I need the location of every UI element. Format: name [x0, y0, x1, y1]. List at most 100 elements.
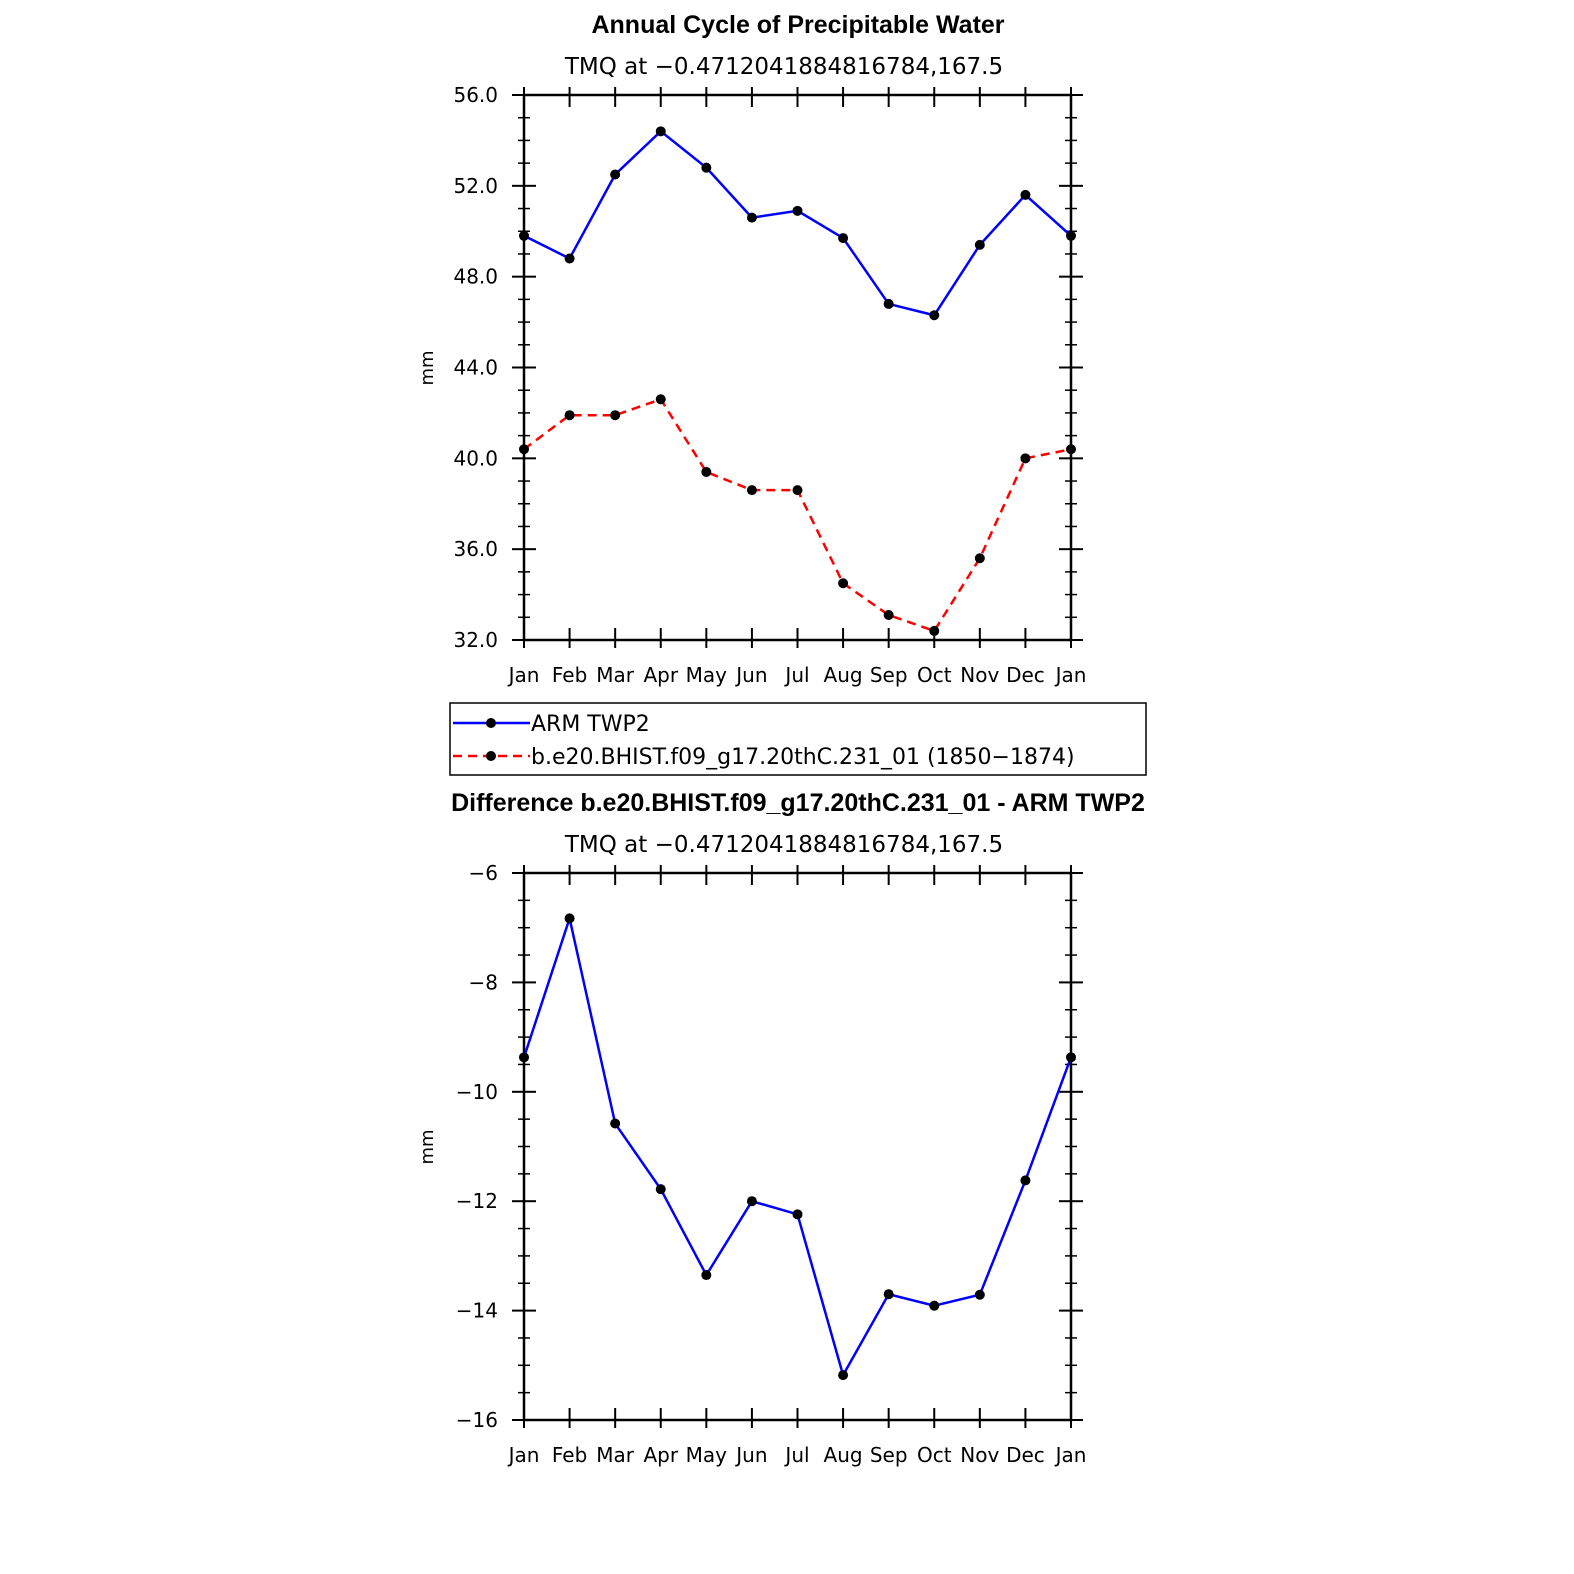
series-line-0 — [522, 913, 1073, 1379]
data-point — [1066, 444, 1076, 455]
y-tick-label: −16 — [456, 1408, 498, 1432]
data-point — [564, 410, 575, 421]
plot-frame — [522, 93, 1073, 642]
data-point — [701, 162, 712, 173]
y-axis-label: mm — [417, 350, 438, 385]
data-point — [701, 466, 712, 477]
data-point — [974, 239, 985, 250]
data-point — [792, 1209, 803, 1220]
y-tick-label: 36.0 — [453, 537, 498, 561]
series-line-0 — [523, 129, 1072, 317]
x-tick-label: Jan — [1054, 1443, 1087, 1467]
data-point — [746, 1196, 757, 1207]
data-point — [1020, 453, 1031, 464]
legend-marker-arm — [486, 718, 496, 728]
plot-area: Jan Feb Mar Apr May Jun Jul Aug Sep Oct Nov Dec Jan−… — [456, 861, 1087, 1467]
x-tick-label: Apr — [643, 663, 678, 687]
data-point — [883, 1289, 894, 1300]
annual-cycle-chart: Annual Cycle of Precipitable Water TMQ a… — [417, 11, 1086, 687]
data-point — [929, 1300, 940, 1311]
data-point — [519, 444, 529, 455]
data-point — [746, 485, 757, 496]
data-point — [974, 553, 985, 564]
x-tick-label: Jan — [1054, 663, 1087, 687]
x-tick-label: Dec — [1006, 663, 1045, 687]
x-tick-label: Nov — [960, 1443, 999, 1467]
y-tick-label: −14 — [456, 1299, 498, 1323]
data-point — [519, 230, 529, 241]
x-tick-label: Feb — [552, 1443, 587, 1467]
x-tick-label: Nov — [960, 663, 999, 687]
y-tick-label: 44.0 — [453, 356, 498, 380]
x-tick-label: Mar — [596, 1443, 635, 1467]
x-tick-label: Oct — [917, 663, 952, 687]
x-tick-label: Feb — [552, 663, 587, 687]
x-tick-label: May — [686, 1443, 728, 1467]
legend-box — [449, 702, 1147, 776]
data-point — [838, 1370, 849, 1381]
data-point — [1066, 230, 1076, 241]
plot-frame — [522, 871, 1073, 1422]
x-tick-label: Jan — [507, 663, 540, 687]
data-point — [564, 913, 575, 924]
data-point — [929, 625, 940, 636]
data-point — [519, 1052, 529, 1063]
y-tick-label: −12 — [456, 1189, 498, 1213]
chart-subtitle: TMQ at −0.4712041884816784,167.5 — [564, 54, 1003, 80]
x-tick-label: Jun — [734, 1443, 767, 1467]
x-tick-label: Jul — [783, 663, 809, 687]
y-tick-label: −6 — [469, 861, 498, 885]
data-point — [655, 1184, 666, 1195]
x-tick-label: Oct — [917, 1443, 952, 1467]
difference-chart: Difference b.e20.BHIST.f09_g17.20thC.231… — [417, 789, 1145, 1467]
y-tick-label: −8 — [469, 970, 498, 994]
data-point — [746, 212, 757, 223]
legend-entry-arm: ARM TWP2 — [531, 712, 650, 737]
series-line-1 — [523, 397, 1072, 633]
x-tick-label: Jun — [734, 663, 767, 687]
data-point — [838, 578, 849, 589]
data-point — [792, 485, 803, 496]
data-point — [610, 1118, 621, 1129]
legend-entry-model: b.e20.BHIST.f09_g17.20thC.231_01 (1850−1… — [531, 745, 1075, 770]
chart-title: Difference b.e20.BHIST.f09_g17.20thC.231… — [451, 789, 1145, 817]
y-tick-label: 52.0 — [453, 174, 498, 198]
data-point — [1020, 1175, 1031, 1186]
data-point — [655, 126, 666, 137]
x-tick-label: Mar — [596, 663, 635, 687]
data-point — [564, 253, 575, 264]
data-point — [974, 1289, 985, 1300]
data-point — [610, 410, 621, 421]
data-point — [792, 205, 803, 216]
x-tick-label: Jul — [783, 1443, 809, 1467]
x-tick-label: May — [686, 663, 728, 687]
y-tick-label: 48.0 — [453, 265, 498, 289]
legend: ARM TWP2 b.e20.BHIST.f09_g17.20thC.231_0… — [449, 702, 1147, 776]
y-tick-label: −10 — [456, 1080, 498, 1104]
x-tick-label: Aug — [824, 663, 863, 687]
chart-subtitle: TMQ at −0.4712041884816784,167.5 — [564, 832, 1003, 858]
data-point — [1020, 189, 1031, 200]
x-tick-label: Dec — [1006, 1443, 1045, 1467]
y-tick-label: 32.0 — [453, 628, 498, 652]
x-tick-label: Aug — [824, 1443, 863, 1467]
data-point — [701, 1270, 712, 1281]
data-point — [655, 394, 666, 405]
data-point — [883, 610, 894, 621]
x-tick-label: Apr — [643, 1443, 678, 1467]
data-point — [610, 169, 621, 180]
plot-area: Jan Feb Mar Apr May Jun Jul Aug Sep Oct Nov Dec Jan 3… — [453, 83, 1086, 687]
x-tick-label: Jan — [507, 1443, 540, 1467]
y-axis-label: mm — [417, 1129, 438, 1164]
data-point — [929, 310, 940, 321]
x-tick-label: Sep — [870, 663, 908, 687]
data-point — [883, 298, 894, 309]
y-tick-label: 40.0 — [453, 446, 498, 470]
legend-marker-model — [486, 751, 496, 761]
data-point — [1066, 1052, 1076, 1063]
y-tick-label: 56.0 — [453, 83, 498, 107]
data-point — [838, 233, 849, 244]
chart-title: Annual Cycle of Precipitable Water — [591, 11, 1004, 39]
x-tick-label: Sep — [870, 1443, 908, 1467]
